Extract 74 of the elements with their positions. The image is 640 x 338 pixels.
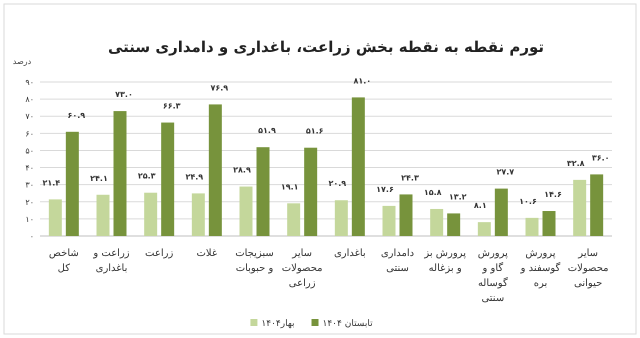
- data-label: ۳۲.۸: [566, 158, 585, 168]
- data-label: ۲۴.۹: [185, 172, 204, 182]
- data-label: ۵۱.۹: [258, 126, 276, 136]
- bar: [208, 104, 222, 236]
- bar: [161, 122, 174, 236]
- x-tick-label: پرورش گاو و گوساله سنتی: [478, 248, 508, 304]
- y-tick-label: ۸۰: [25, 95, 34, 104]
- data-label: ۲۴.۱: [90, 174, 108, 183]
- bar: [114, 111, 126, 236]
- data-label: ۱۵.۸: [424, 188, 442, 197]
- data-label: ۲۸.۹: [233, 166, 251, 175]
- bar: [287, 203, 300, 236]
- y-tick-label: ۱۰: [25, 214, 34, 224]
- x-tick-label: سبزیجات و حبوبات: [235, 248, 274, 274]
- bar: [304, 148, 318, 236]
- legend-label: بهار۱۴۰۴: [261, 319, 295, 329]
- bar: [48, 199, 62, 236]
- y-tick-label: ۴۰: [25, 164, 34, 173]
- x-tick-label: دامداری سنتی: [380, 248, 414, 274]
- chart-title: تورم نقطه به نقطه بخش زراعت، باغداری و دامداری سنتی: [108, 38, 544, 56]
- data-label: ۵۱.۶: [306, 126, 324, 136]
- x-tick-label: سایر محصولات حیوانی: [568, 248, 609, 289]
- data-label: ۶۶.۳: [162, 102, 181, 111]
- bar: [144, 192, 158, 236]
- data-label: ۳۶.۰: [592, 153, 610, 162]
- y-tick-label: ۳۰: [25, 180, 34, 190]
- bar: [382, 206, 396, 236]
- x-tick-label: پرورش بز و بزغاله: [423, 248, 466, 274]
- bar: [542, 211, 556, 236]
- bar: [573, 180, 586, 236]
- bar: [494, 188, 508, 236]
- bar: [192, 193, 205, 236]
- data-label: ۷۶.۹: [210, 83, 228, 92]
- data-label: ۷۳.۰: [115, 90, 133, 100]
- x-tick-label: سایر محصولات زراعی: [282, 248, 323, 289]
- x-tick-label: زراعت و باغداری: [92, 248, 130, 274]
- data-label: ۲۱.۴: [42, 178, 60, 188]
- bar: [478, 222, 491, 236]
- x-tick-label: زراعت: [145, 248, 174, 259]
- x-tick-label: غلات: [196, 248, 218, 259]
- data-label: ۶۰.۹: [67, 110, 86, 120]
- bar: [400, 194, 412, 236]
- bar: [526, 218, 538, 236]
- data-label: ۲۷.۷: [496, 168, 514, 177]
- x-tick-label: باغداری: [334, 248, 366, 259]
- y-tick-label: ۵۰: [25, 146, 34, 156]
- bar: [240, 186, 252, 236]
- data-label: ۱۹.۱: [280, 182, 299, 192]
- data-label: ۱۳.۲: [448, 192, 467, 202]
- y-tick-label: ۶۰: [25, 129, 34, 138]
- data-label: ۲۴.۳: [401, 173, 419, 182]
- data-label: ۸۱.۰: [353, 76, 372, 86]
- bar: [447, 213, 460, 236]
- y-tick-label: ۷۰: [25, 112, 34, 122]
- y-tick-label: ۲۰: [25, 198, 34, 207]
- y-tick-label: ۹۰: [25, 78, 34, 87]
- y-tick-label: ۰: [30, 232, 34, 241]
- data-label: ۲۵.۳: [138, 172, 156, 181]
- data-label: ۱۴.۶: [544, 190, 562, 200]
- legend-label: تابستان ۱۴۰۴: [322, 319, 374, 329]
- data-label: ۲۰.۹: [328, 179, 346, 188]
- y-axis-title: درصد: [12, 57, 32, 66]
- data-label: ۱۰.۶: [519, 196, 537, 206]
- data-label: ۱۷.۶: [376, 184, 394, 194]
- bar: [430, 208, 444, 236]
- x-tick-label: پرورش گوسفند و بره: [520, 248, 561, 289]
- x-tick-label: شاخص کل: [48, 248, 79, 274]
- bar: [334, 200, 348, 236]
- bar: [96, 194, 110, 236]
- data-label: ۸.۱: [474, 201, 487, 210]
- bar: [352, 97, 365, 236]
- bar: [590, 174, 604, 236]
- bar: [66, 132, 79, 236]
- bar: [256, 147, 270, 236]
